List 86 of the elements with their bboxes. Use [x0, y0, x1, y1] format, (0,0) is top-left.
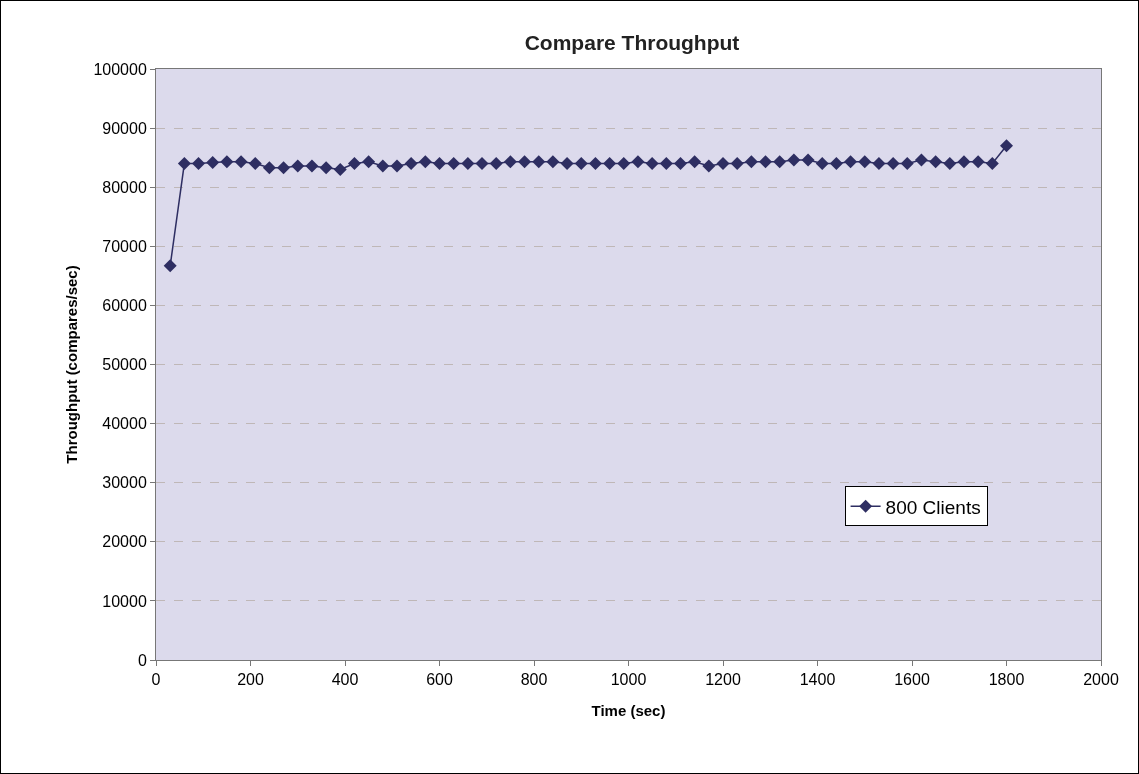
point: [659, 157, 673, 171]
y-tick-label: 0: [137, 651, 147, 669]
x-tick-label: 400: [331, 671, 359, 689]
legend-label: 800 Clients: [885, 496, 981, 518]
point: [192, 157, 206, 171]
point: [475, 157, 489, 171]
y-tick-label: 70000: [102, 237, 147, 255]
x-tick-label: 2000: [1083, 671, 1119, 689]
x-tick-label: 600: [426, 671, 453, 689]
y-tick-label: 100000: [93, 60, 147, 78]
x-axis-title: Time (sec): [591, 702, 666, 720]
y-tick-label: 90000: [102, 119, 147, 137]
point: [971, 155, 985, 169]
point: [347, 157, 361, 171]
point: [886, 157, 900, 171]
point: [617, 157, 631, 171]
point: [333, 162, 347, 176]
point: [759, 155, 773, 169]
x-tick-label: 1800: [988, 671, 1025, 689]
y-tick-label: 30000: [102, 474, 147, 492]
point: [404, 157, 418, 171]
point: [985, 157, 999, 171]
x-tick-label: 1000: [610, 671, 647, 689]
y-axis-title: Throughput (compares/sec): [62, 265, 80, 464]
point: [277, 161, 291, 175]
y-tick-label: 80000: [102, 178, 147, 196]
point: [319, 161, 333, 175]
y-tick-label: 40000: [102, 415, 147, 433]
point: [447, 157, 461, 171]
point: [390, 159, 404, 173]
point: [248, 157, 262, 171]
point: [943, 157, 957, 171]
point: [773, 155, 787, 169]
point: [560, 157, 574, 171]
point: [574, 157, 588, 171]
point: [787, 153, 801, 167]
y-tick-label: 10000: [102, 592, 147, 610]
point: [815, 157, 829, 171]
point: [461, 157, 475, 171]
point: [645, 157, 659, 171]
point: [177, 157, 191, 171]
point: [716, 157, 730, 171]
point: [588, 157, 602, 171]
point: [433, 157, 446, 171]
point: [362, 155, 376, 169]
point: [829, 157, 843, 171]
point: [929, 155, 943, 169]
point: [744, 155, 758, 169]
point: [234, 155, 248, 169]
point: [914, 153, 928, 167]
point: [900, 157, 914, 171]
point: [631, 155, 645, 169]
chart-title: Compare Throughput: [524, 31, 740, 55]
x-tick-label: 0: [151, 671, 161, 689]
point: [603, 157, 617, 171]
x-tick-label: 1400: [799, 671, 836, 689]
point: [163, 259, 177, 273]
point: [844, 155, 858, 169]
y-tick-label: 60000: [102, 297, 147, 314]
point: [801, 153, 815, 167]
y-tick-label: 20000: [102, 533, 147, 551]
point: [418, 155, 432, 169]
point: [489, 157, 503, 171]
point: [546, 155, 560, 169]
point: [376, 159, 390, 173]
point: [206, 155, 220, 169]
point: [702, 159, 716, 173]
point: [262, 161, 276, 175]
x-tick-label: 200: [237, 671, 264, 689]
point: [872, 157, 886, 171]
point: [688, 155, 702, 169]
x-tick-label: 1600: [894, 671, 930, 689]
x-tick-label: 800: [520, 671, 548, 689]
point: [518, 155, 532, 169]
point: [305, 159, 319, 173]
point: [1000, 139, 1013, 153]
y-tick-label: 50000: [102, 356, 147, 374]
point: [503, 155, 517, 169]
point: [730, 157, 744, 171]
point: [673, 157, 687, 171]
point: [291, 159, 305, 173]
point: [220, 155, 234, 169]
point: [957, 155, 971, 169]
point: [532, 155, 546, 169]
point: [858, 155, 872, 169]
x-tick-label: 1200: [705, 671, 741, 689]
